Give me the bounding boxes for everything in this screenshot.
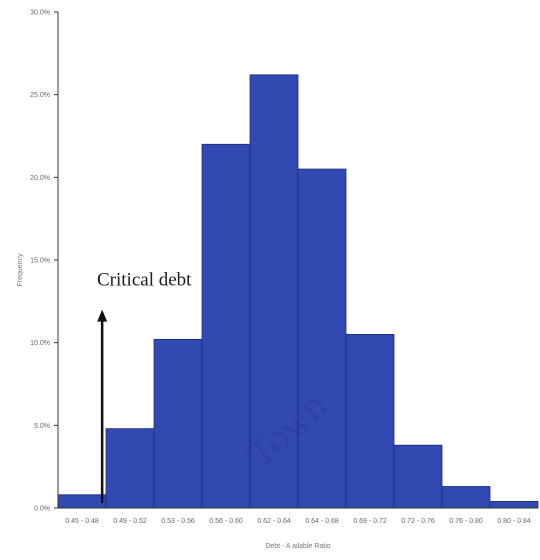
y-tick-label-2: 10.0% (30, 340, 50, 347)
bar-8 (441, 486, 491, 509)
critical-debt-label: Critical debt (97, 270, 192, 291)
x-tick-label-8: 0.76 - 0.80 (449, 518, 483, 525)
y-tick-label-6: 30.0% (30, 10, 50, 17)
x-tick-label-4: 0.62 - 0.64 (257, 518, 291, 525)
x-tick-label-0: 0.45 - 0.48 (65, 518, 99, 525)
x-tick-label-7: 0.72 - 0.76 (401, 518, 435, 525)
x-tick-label-1: 0.49 - 0.52 (113, 518, 147, 525)
y-tick-label-4: 20.0% (30, 175, 50, 182)
x-tick-label-2: 0.53 - 0.56 (161, 518, 195, 525)
bar-5 (297, 168, 347, 509)
bar-1 (105, 428, 155, 509)
x-ticks-group: 0.45 - 0.48 0.49 - 0.52 0.53 - 0.56 0.56 - … (65, 518, 531, 525)
y-ticks-group: 0.0% 5.0% 10.0% 15.0% 20.0% 25.0% 30.0% (30, 10, 58, 513)
bar-7 (393, 444, 443, 509)
y-axis-title: Frequency (17, 253, 24, 287)
y-tick-label-5: 25.0% (30, 92, 50, 99)
x-tick-label-9: 0.80 - 0.84 (497, 518, 531, 525)
bar-4 (249, 74, 299, 509)
x-tick-label-5: 0.64 - 0.68 (305, 518, 339, 525)
critical-debt-arrowhead (97, 309, 108, 322)
bar-2 (153, 338, 203, 509)
bar-6 (345, 333, 395, 509)
x-axis-title: Debt - A ailable Ratio (265, 543, 330, 550)
bar-3 (201, 143, 251, 509)
critical-debt-annotation: Critical debt (97, 270, 192, 504)
bar-0 (57, 494, 107, 509)
y-tick-label-1: 5.0% (34, 423, 50, 430)
x-tick-label-3: 0.56 - 0.60 (209, 518, 243, 525)
x-tick-label-6: 0.69 - 0.72 (353, 518, 387, 525)
y-tick-label-3: 15.0% (30, 258, 50, 265)
bars-group (57, 74, 539, 509)
y-tick-label-0: 0.0% (34, 506, 50, 513)
bar-9 (489, 500, 539, 509)
